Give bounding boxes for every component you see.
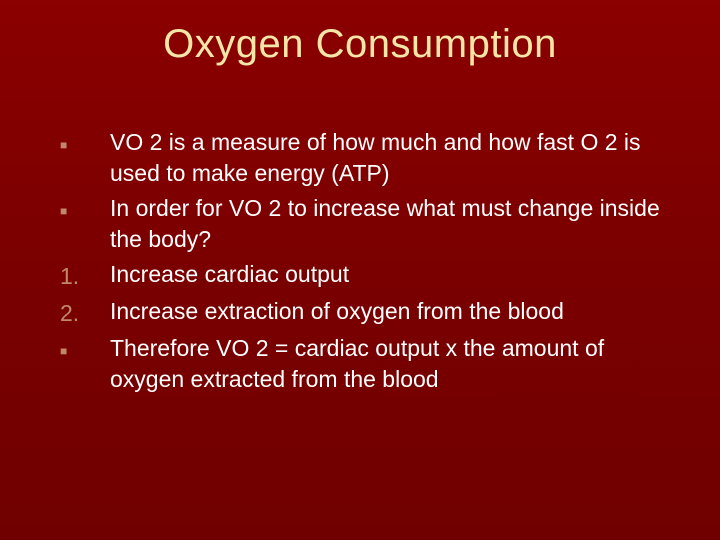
slide-title: Oxygen Consumption: [40, 22, 680, 67]
list-item-text: In order for VO 2 to increase what must …: [110, 193, 670, 255]
slide-content: ■ VO 2 is a measure of how much and how …: [40, 127, 680, 395]
bullet-icon: ■: [60, 193, 110, 219]
list-item: ■ VO 2 is a measure of how much and how …: [60, 127, 670, 189]
list-item-text: Increase extraction of oxygen from the b…: [110, 296, 670, 327]
list-item: 2. Increase extraction of oxygen from th…: [60, 296, 670, 329]
bullet-icon: ■: [60, 333, 110, 359]
number-marker: 1.: [60, 259, 110, 292]
list-item: 1. Increase cardiac output: [60, 259, 670, 292]
list-item: ■ In order for VO 2 to increase what mus…: [60, 193, 670, 255]
slide: Oxygen Consumption ■ VO 2 is a measure o…: [0, 0, 720, 540]
bullet-icon: ■: [60, 127, 110, 153]
list-item-text: Increase cardiac output: [110, 259, 670, 290]
list-item: ■ Therefore VO 2 = cardiac output x the …: [60, 333, 670, 395]
number-marker: 2.: [60, 296, 110, 329]
list-item-text: Therefore VO 2 = cardiac output x the am…: [110, 333, 670, 395]
list-item-text: VO 2 is a measure of how much and how fa…: [110, 127, 670, 189]
